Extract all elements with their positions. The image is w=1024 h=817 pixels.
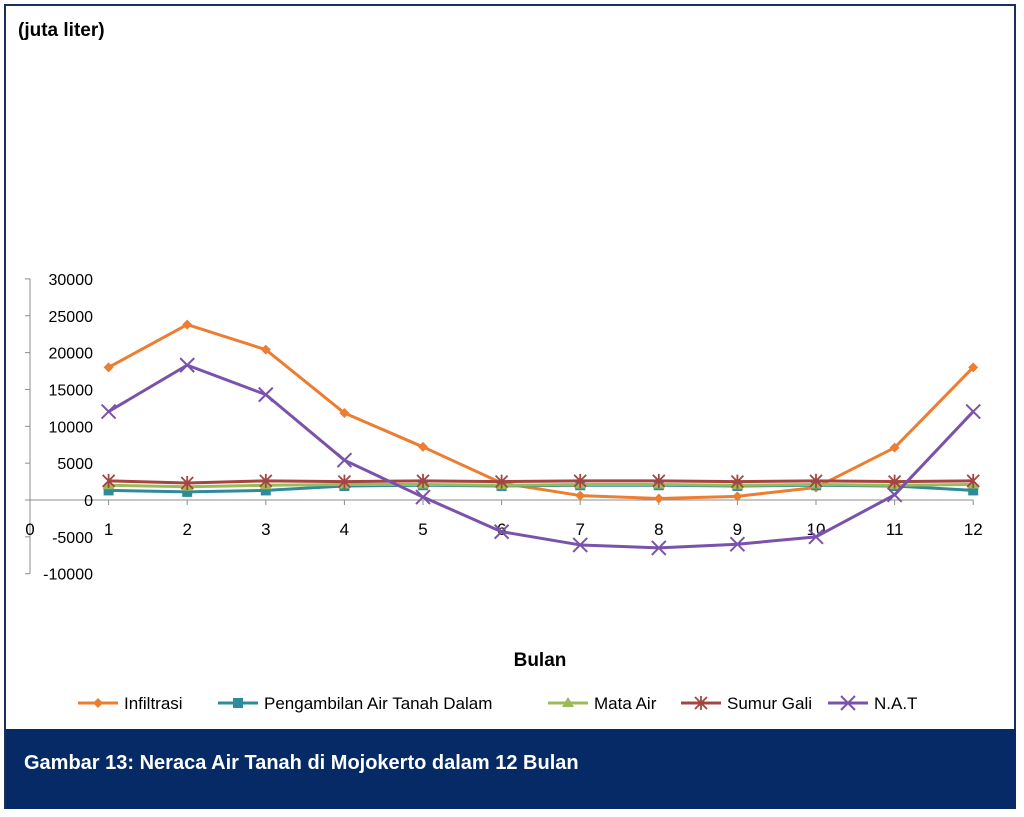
legend-marker (562, 697, 574, 707)
series-n-a-t (100, 357, 981, 556)
legend-item: Sumur Gali (681, 694, 812, 713)
series-line (107, 323, 975, 501)
line-chart: (juta liter) -10000 -5000 0 5000 10000 15000 2… (18, 20, 983, 713)
data-point (259, 473, 273, 488)
legend-item: Infiltrasi (78, 694, 183, 713)
data-point (732, 491, 743, 502)
y-tick-label: 20000 (49, 346, 94, 363)
data-point (103, 485, 114, 496)
legend-item: N.A.T (828, 694, 917, 713)
legend-label: Mata Air (594, 694, 657, 713)
y-axis-label: (juta liter) (18, 20, 105, 41)
y-tick-label: -5000 (52, 530, 93, 547)
series-line (108, 483, 974, 489)
data-point (260, 485, 271, 496)
data-point (573, 473, 587, 488)
data-point (337, 474, 352, 489)
series-infiltrasi (103, 319, 979, 504)
x-tick-label: 3 (261, 520, 270, 539)
data-point (336, 452, 353, 468)
data-point (887, 474, 902, 489)
legend-marker (840, 695, 856, 711)
data-point (968, 485, 979, 496)
y-tick-label: 10000 (49, 419, 94, 436)
x-tick-label: 5 (418, 520, 427, 539)
legend-item: Pengambilan Air Tanah Dalam (218, 694, 492, 713)
y-tick-label: -10000 (43, 567, 93, 584)
y-tick-label: 5000 (57, 456, 93, 473)
x-tick-label: 2 (182, 520, 191, 539)
x-tick-label: 7 (575, 520, 584, 539)
data-point (808, 529, 824, 545)
series-sumur-gali (101, 473, 980, 491)
data-point (965, 403, 981, 420)
x-axis-label: Bulan (514, 650, 567, 671)
data-point (103, 362, 114, 373)
legend-item: Mata Air (548, 694, 657, 713)
legend-label: Infiltrasi (124, 694, 183, 713)
data-point (418, 441, 428, 452)
data-point (101, 473, 116, 488)
data-point (572, 537, 588, 553)
data-point (258, 386, 274, 403)
data-point (575, 490, 586, 501)
data-point (966, 473, 980, 488)
legend-marker (93, 698, 103, 708)
x-tick-label: 6 (497, 520, 506, 539)
data-point (182, 486, 193, 497)
y-tick-label: 30000 (49, 272, 94, 289)
data-point (493, 523, 510, 540)
series-line (108, 479, 974, 485)
legend-label: Sumur Gali (727, 694, 812, 713)
figure-caption: Gambar 13: Neraca Air Tanah di Mojokerto… (6, 729, 1016, 809)
x-tick-label: 8 (654, 520, 663, 539)
data-point (182, 319, 193, 330)
data-point (180, 476, 194, 491)
y-tick-label: 0 (84, 493, 93, 510)
x-tick-label: 11 (886, 520, 904, 539)
data-point (729, 536, 746, 552)
data-point (730, 474, 745, 489)
series-group (100, 319, 981, 556)
data-point (415, 489, 431, 505)
data-point (339, 408, 350, 419)
y-tick-label: 15000 (49, 382, 94, 399)
axes (25, 278, 974, 575)
x-tick-labels: 0 1 2 3 4 5 6 7 8 9 10 11 12 (25, 520, 982, 539)
series-line (107, 363, 975, 550)
data-point (260, 344, 271, 355)
data-point (652, 473, 666, 488)
x-tick-label: 0 (25, 520, 34, 539)
x-tick-label: 4 (340, 520, 349, 539)
data-point (809, 473, 823, 488)
data-point (494, 474, 509, 489)
data-point (179, 357, 195, 373)
x-tick-label: 12 (964, 520, 983, 539)
legend-label: N.A.T (874, 694, 917, 713)
data-point (968, 362, 979, 373)
legend-label: Pengambilan Air Tanah Dalam (264, 694, 492, 713)
data-point (886, 487, 903, 503)
legend-marker (694, 696, 708, 710)
data-point (416, 473, 430, 488)
data-point (100, 403, 117, 420)
data-point (889, 442, 900, 453)
y-tick-labels: -10000 -5000 0 5000 10000 15000 20000 25000 3000… (43, 272, 93, 584)
legend-marker (233, 698, 243, 708)
data-point (651, 540, 667, 556)
figure-frame (4, 4, 1016, 809)
x-tick-label: 1 (104, 520, 113, 539)
y-tick-label: 25000 (49, 309, 94, 326)
legend: Infiltrasi Pengambilan Air Tanah Dalam Mat… (78, 694, 917, 713)
data-point (653, 493, 664, 504)
x-tick-label: 9 (733, 520, 742, 539)
